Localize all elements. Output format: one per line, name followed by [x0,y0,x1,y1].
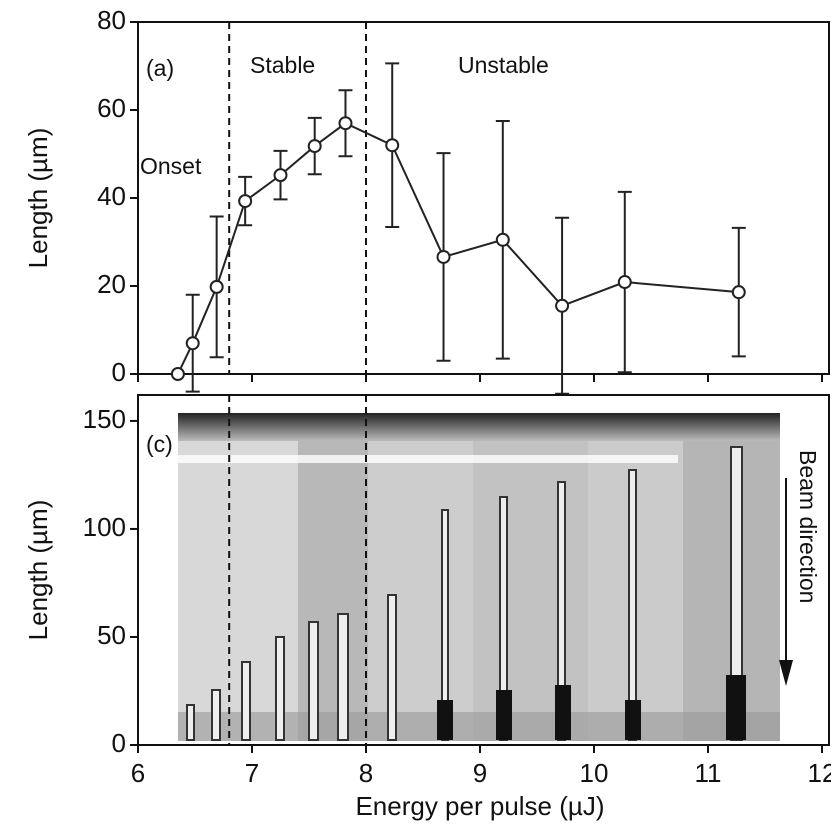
y-tick-label: 80 [97,5,126,35]
x-tick-label: 12 [808,758,831,788]
region-label: Stable [250,52,315,78]
region-label: Unstable [458,52,549,78]
y-tick-label: 0 [112,728,126,758]
y-axis-title: Length (µm) [23,500,53,641]
x-tick-label: 8 [359,758,373,788]
y-tick-label: 20 [97,269,126,299]
data-point [170,367,185,381]
y-tick-label: 40 [97,181,126,211]
y-tick-label: 50 [97,620,126,650]
region-label: Onset [140,153,202,179]
x-tick-label: 7 [245,758,259,788]
data-point [273,168,288,183]
y-axis-title: Length (µm) [23,128,53,269]
y-tick-label: 60 [97,93,126,123]
data-point [307,139,322,154]
y-tick-label: 100 [83,512,126,542]
x-tick-label: 11 [695,758,722,788]
data-point [209,279,224,294]
x-tick-label: 6 [131,758,145,788]
plot-frame [137,21,830,375]
beam-direction: Beam direction [795,450,821,603]
data-point [385,138,400,153]
x-axis-title: Energy per pulse (µJ) [355,791,604,821]
y-tick-label: 150 [83,404,126,434]
data-point [731,285,746,300]
data-point [495,232,510,247]
y-tick-label: 0 [112,357,126,387]
data-point [238,194,253,209]
x-tick-label: 9 [473,758,487,788]
data-point [338,116,353,131]
panel-label: (c) [146,431,173,457]
data-point [436,249,451,264]
panel-label: (a) [146,55,174,81]
data-point [617,275,632,290]
data-point [185,336,200,351]
x-tick-label: 10 [580,758,609,788]
micrograph [178,413,780,741]
data-line [176,122,739,375]
data-point [555,298,570,313]
arrow-head [779,660,793,686]
plot-frame [137,394,830,746]
